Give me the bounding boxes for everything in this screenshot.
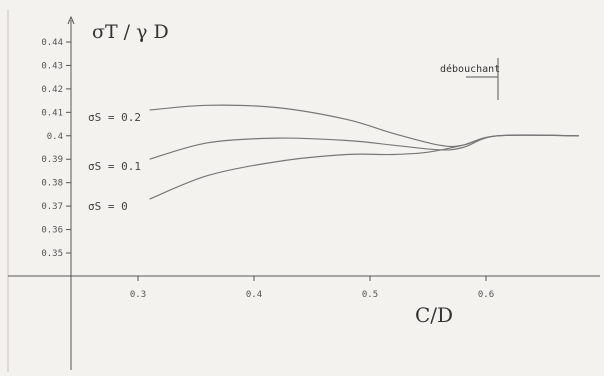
y-tick-label: 0.35 (41, 249, 63, 259)
y-tick-label: 0.4 (47, 132, 63, 142)
axes (8, 15, 600, 370)
annotation-text: débouchant (440, 63, 500, 75)
x-tick-label: 0.3 (130, 290, 146, 300)
y-tick-label: 0.41 (41, 108, 63, 118)
y-axis-title: σT / γ D (92, 21, 169, 43)
y-tick-label: 0.44 (41, 38, 63, 48)
series-labels: σS = 0.2 σS = 0.1 σS = 0 (88, 111, 141, 213)
y-tick-label: 0.43 (41, 61, 63, 71)
ticks: 0.35 0.36 0.37 0.38 0.39 0.4 0.41 0.42 0.43 0.44 0… (41, 38, 494, 300)
y-tick-label: 0.39 (41, 155, 63, 165)
series-line-0 (149, 104, 579, 148)
x-tick-label: 0.4 (246, 290, 262, 300)
y-tick-label: 0.38 (41, 179, 63, 189)
series-line-2 (149, 134, 579, 200)
series-line-1 (149, 134, 579, 160)
annotation: débouchant (440, 58, 500, 100)
y-tick-label: 0.37 (41, 202, 63, 212)
y-axis-arrow (67, 15, 75, 25)
series-label-0: σS = 0.2 (88, 111, 141, 124)
x-axis-title: C/D (415, 303, 453, 327)
y-tick-label: 0.42 (41, 85, 63, 95)
x-tick-label: 0.5 (362, 290, 378, 300)
series-group (149, 104, 579, 200)
y-tick-label: 0.36 (41, 226, 63, 236)
x-tick-label: 0.6 (478, 290, 494, 300)
series-label-1: σS = 0.1 (88, 160, 141, 173)
series-label-2: σS = 0 (88, 200, 128, 213)
